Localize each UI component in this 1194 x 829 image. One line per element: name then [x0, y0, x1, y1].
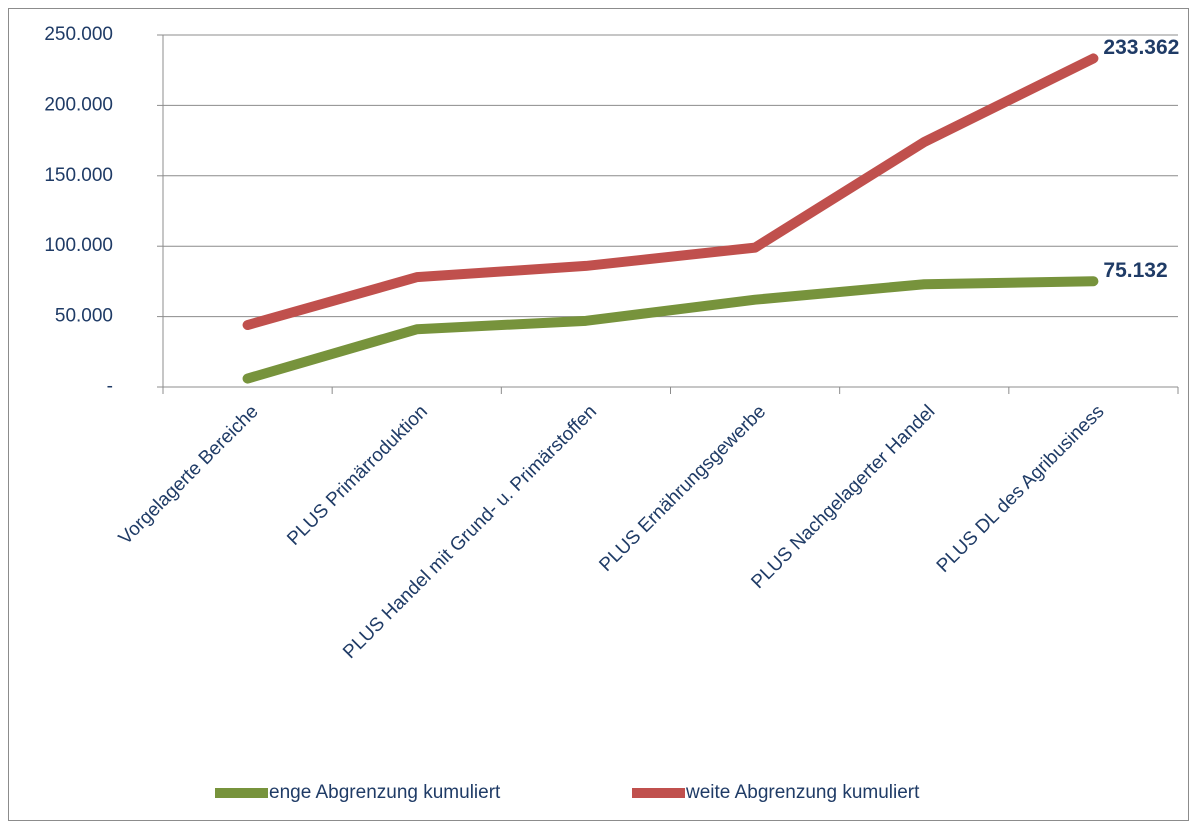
chart-border [8, 8, 1189, 821]
x-tick-label: PLUS Nachgelagerter Handel [747, 401, 939, 593]
y-tick-label: 200.000 [44, 94, 113, 115]
x-tick-label: PLUS Primärroduktion [283, 401, 432, 550]
y-tick-label: 150.000 [44, 165, 113, 186]
y-tick-label: 100.000 [44, 235, 113, 256]
x-tick-label: PLUS DL des Agribusiness [933, 401, 1109, 577]
legend-label: weite Abgrenzung kumuliert [685, 782, 920, 803]
legend-label: enge Abgrenzung kumuliert [269, 782, 501, 803]
data-label: 75.132 [1103, 259, 1167, 282]
x-tick-label: Vorgelagerte Bereiche [115, 401, 263, 549]
line [242, 53, 1099, 331]
y-tick-label: - [107, 376, 113, 397]
line [242, 276, 1099, 384]
y-tick-label: 250.000 [44, 24, 113, 45]
data-label: 233.362 [1103, 36, 1179, 59]
x-tick-label: PLUS Ernährungsgewerbe [595, 401, 770, 576]
y-tick-label: 50.000 [55, 306, 113, 327]
